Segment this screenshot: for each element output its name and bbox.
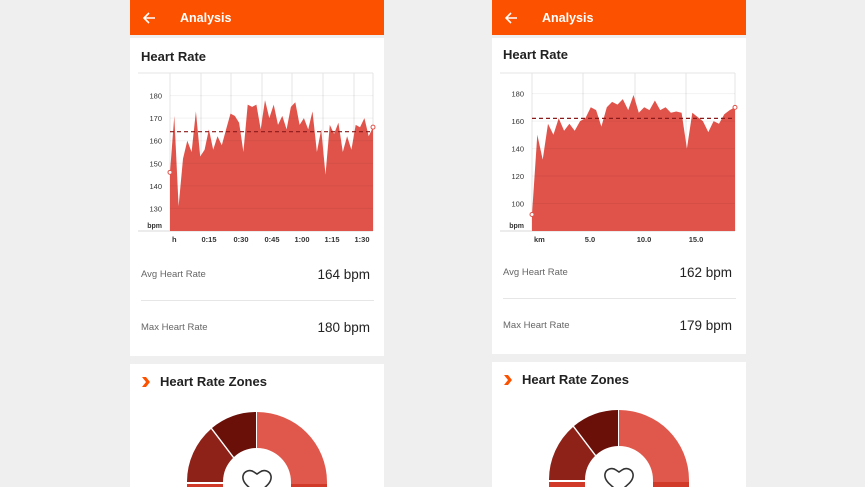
back-button[interactable] <box>505 11 519 25</box>
svg-text:5.0: 5.0 <box>585 235 595 244</box>
svg-text:km: km <box>534 235 545 244</box>
svg-text:h: h <box>172 235 177 244</box>
zones-title: Heart Rate Zones <box>522 372 629 387</box>
max-heart-rate-row: Max Heart Rate 179 bpm <box>503 299 732 351</box>
heart-rate-zones-card[interactable]: Heart Rate Zones <box>492 362 746 487</box>
heart-rate-area <box>170 100 373 231</box>
svg-text:0:15: 0:15 <box>201 235 216 244</box>
svg-text:150: 150 <box>149 159 162 168</box>
max-heart-rate-label: Max Heart Rate <box>503 319 570 331</box>
heart-rate-card: Heart Rate 100 120 140 160 180 bpm km 5.0 10.0 15… <box>492 38 746 354</box>
svg-text:1:00: 1:00 <box>294 235 309 244</box>
svg-text:10.0: 10.0 <box>637 235 652 244</box>
zones-donut-chart[interactable] <box>187 412 327 487</box>
svg-text:140: 140 <box>149 182 162 191</box>
svg-text:180: 180 <box>149 92 162 101</box>
svg-text:180: 180 <box>511 90 524 99</box>
arrow-left-icon <box>143 11 155 24</box>
divider <box>141 300 374 301</box>
svg-text:120: 120 <box>511 172 524 181</box>
zones-donut-chart[interactable] <box>549 410 689 487</box>
app-header: Analysis <box>130 0 384 35</box>
avg-heart-rate-label: Avg Heart Rate <box>141 268 206 280</box>
avg-heart-rate-value: 164 bpm <box>317 266 370 282</box>
svg-text:130: 130 <box>149 204 162 213</box>
heart-rate-title: Heart Rate <box>503 47 569 62</box>
heart-rate-area <box>532 95 735 231</box>
heart-rate-chart[interactable]: 130 140 150 160 170 180 bpm h 0:15 0:30 0:45 1:00 1:… <box>138 69 378 252</box>
heart-icon <box>604 467 634 487</box>
max-heart-rate-row: Max Heart Rate 180 bpm <box>141 301 370 353</box>
back-button[interactable] <box>143 11 157 25</box>
svg-text:170: 170 <box>149 114 162 123</box>
chevron-right-icon <box>142 376 150 387</box>
max-heart-rate-value: 180 bpm <box>317 319 370 335</box>
chevron-right-icon <box>504 374 512 385</box>
zone-segments <box>549 410 689 487</box>
svg-text:100: 100 <box>511 200 524 209</box>
zone-segments <box>187 412 327 487</box>
zones-header: Heart Rate Zones <box>141 374 267 389</box>
svg-text:bpm: bpm <box>509 223 524 230</box>
avg-heart-rate-row: Avg Heart Rate 164 bpm <box>141 248 370 300</box>
svg-text:1:15: 1:15 <box>324 235 339 244</box>
max-heart-rate-value: 179 bpm <box>679 317 732 333</box>
page-title: Analysis <box>542 10 594 25</box>
heart-rate-card: Heart Rate 130 140 150 160 170 180 bpm h 0:15 0:3… <box>130 38 384 356</box>
svg-text:140: 140 <box>511 145 524 154</box>
phone-screen-time: Analysis Heart Rate 130 140 150 160 170 180 bp… <box>130 0 384 487</box>
svg-text:0:45: 0:45 <box>264 235 279 244</box>
svg-text:160: 160 <box>149 137 162 146</box>
page-title: Analysis <box>180 10 232 25</box>
avg-heart-rate-label: Avg Heart Rate <box>503 266 568 278</box>
svg-text:0:30: 0:30 <box>233 235 248 244</box>
avg-heart-rate-row: Avg Heart Rate 162 bpm <box>503 246 732 298</box>
heart-rate-zones-card[interactable]: Heart Rate Zones <box>130 364 384 487</box>
arrow-left-icon <box>505 11 517 24</box>
max-heart-rate-label: Max Heart Rate <box>141 321 208 333</box>
zones-header: Heart Rate Zones <box>503 372 629 387</box>
svg-text:15.0: 15.0 <box>689 235 704 244</box>
heart-icon <box>242 469 272 487</box>
avg-heart-rate-value: 162 bpm <box>679 264 732 280</box>
divider <box>503 298 736 299</box>
phone-screen-distance: Analysis Heart Rate 100 120 140 160 180 bpm km… <box>492 0 746 487</box>
heart-rate-chart[interactable]: 100 120 140 160 180 bpm km 5.0 10.0 15.0 <box>500 69 740 252</box>
zones-title: Heart Rate Zones <box>160 374 267 389</box>
heart-rate-title: Heart Rate <box>141 49 207 64</box>
app-header: Analysis <box>492 0 746 35</box>
svg-text:1:30: 1:30 <box>354 235 369 244</box>
svg-text:bpm: bpm <box>147 223 162 230</box>
svg-text:160: 160 <box>511 117 524 126</box>
